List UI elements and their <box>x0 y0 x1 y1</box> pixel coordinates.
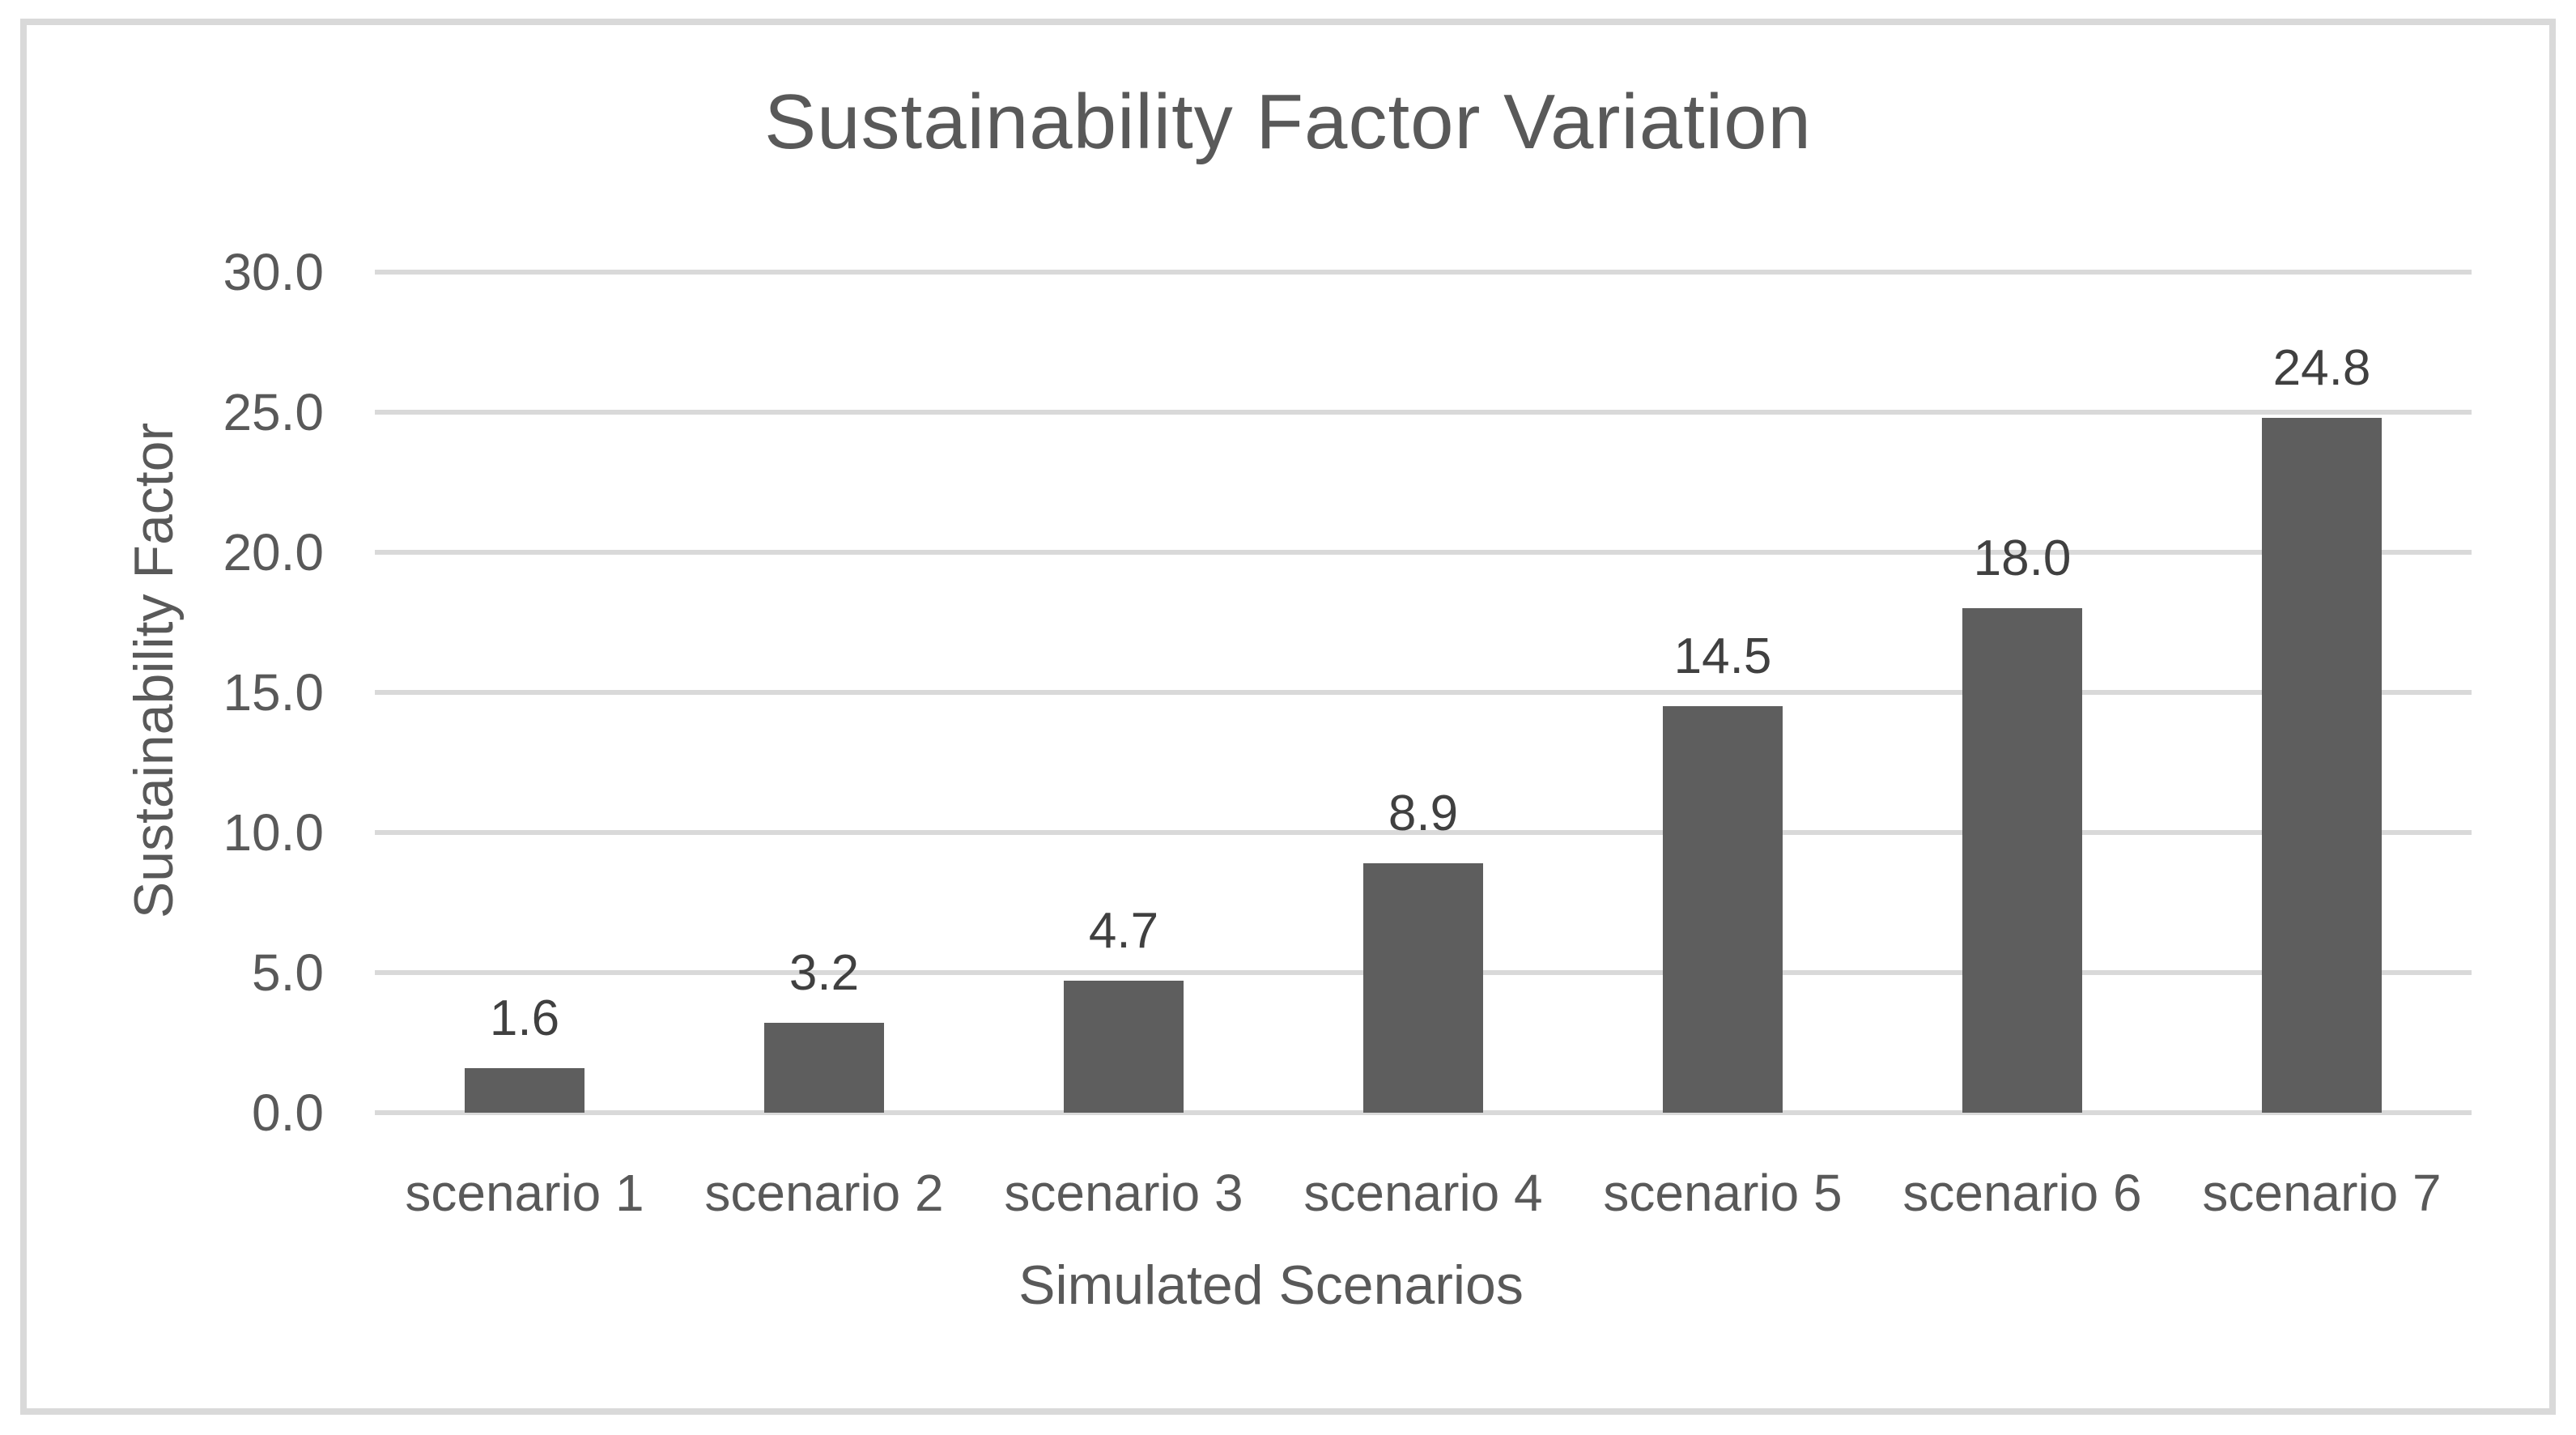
bar-scenario-6 <box>1962 608 2082 1113</box>
x-axis-title: Simulated Scenarios <box>1018 1254 1524 1316</box>
bar-scenario-3 <box>1064 981 1184 1113</box>
x-tick-label: scenario 1 <box>405 1164 644 1222</box>
x-tick-label: scenario 7 <box>2202 1164 2442 1222</box>
bar-scenario-4 <box>1363 863 1483 1113</box>
chart-title: Sustainability Factor Variation <box>764 79 1812 165</box>
y-tick-label: 25.0 <box>223 383 324 441</box>
x-tick-label: scenario 3 <box>1004 1164 1243 1222</box>
bar-data-label: 24.8 <box>2272 340 2371 396</box>
bar-scenario-1 <box>465 1068 584 1113</box>
gridline-0.0 <box>375 1110 2472 1115</box>
y-tick-label: 5.0 <box>252 943 324 1002</box>
bar-scenario-2 <box>764 1023 884 1113</box>
bar-data-label: 8.9 <box>1388 786 1459 841</box>
y-tick-label: 10.0 <box>223 803 324 862</box>
y-tick-label: 20.0 <box>223 523 324 581</box>
bar-scenario-5 <box>1663 706 1783 1113</box>
bar-data-label: 18.0 <box>1973 530 2072 586</box>
chart-frame <box>20 19 2556 1415</box>
x-tick-label: scenario 5 <box>1603 1164 1843 1222</box>
y-tick-label: 0.0 <box>252 1084 324 1142</box>
bar-data-label: 3.2 <box>789 945 860 1001</box>
x-tick-label: scenario 2 <box>704 1164 944 1222</box>
bar-data-label: 14.5 <box>1673 628 1772 684</box>
gridline-15.0 <box>375 690 2472 695</box>
bar-data-label: 1.6 <box>489 990 560 1046</box>
bar-scenario-7 <box>2262 418 2382 1113</box>
gridline-10.0 <box>375 830 2472 835</box>
y-tick-label: 15.0 <box>223 663 324 722</box>
gridline-25.0 <box>375 410 2472 415</box>
bar-data-label: 4.7 <box>1088 903 1159 959</box>
plot-area: 1.6 3.2 4.7 8.9 14.5 18.0 24.8 <box>375 270 2472 1115</box>
gridline-30.0 <box>375 270 2472 275</box>
x-tick-label: scenario 6 <box>1902 1164 2142 1222</box>
y-tick-label: 30.0 <box>223 243 324 301</box>
x-tick-label: scenario 4 <box>1303 1164 1543 1222</box>
gridline-20.0 <box>375 550 2472 555</box>
